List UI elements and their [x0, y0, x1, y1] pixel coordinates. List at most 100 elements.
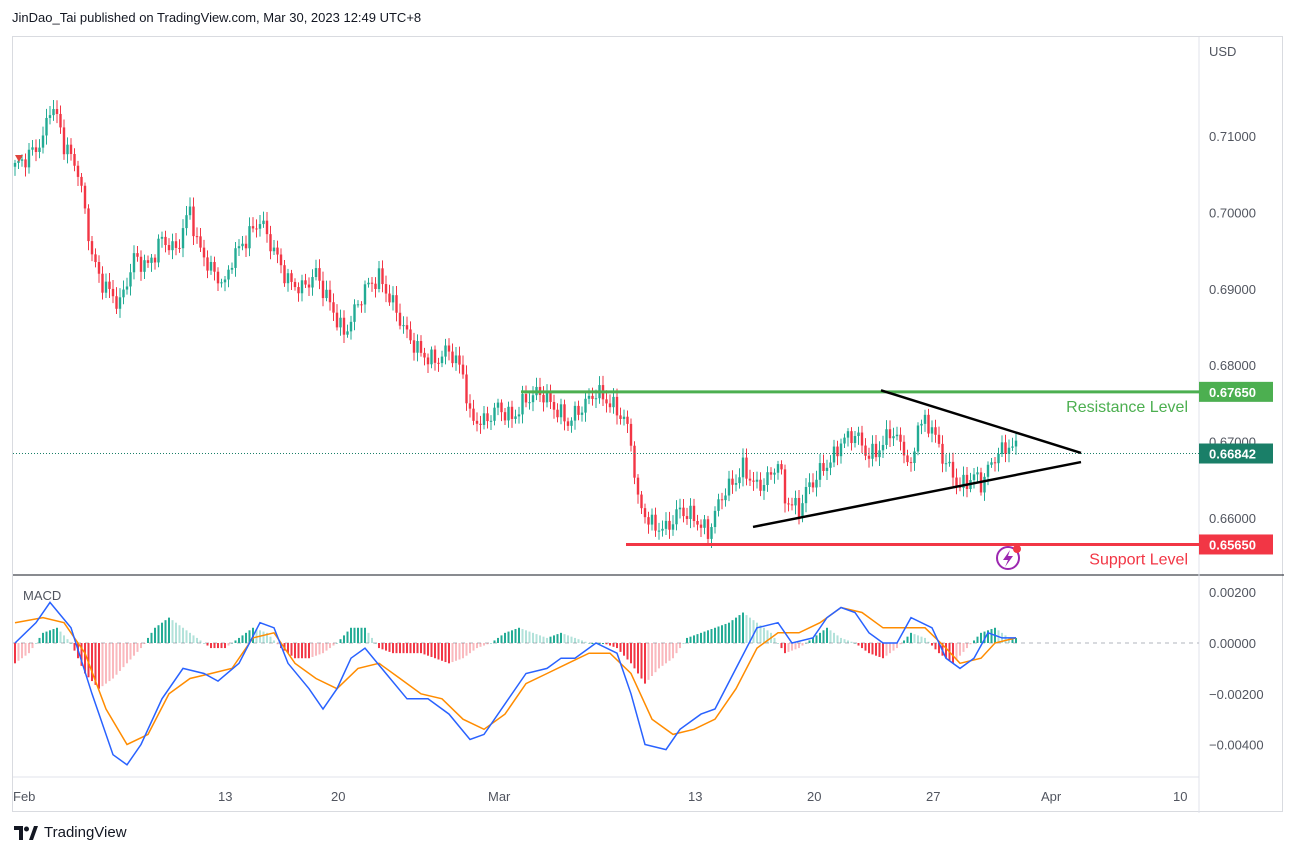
candle-body: [853, 436, 857, 444]
candle: [90, 235, 94, 262]
candle: [909, 457, 913, 472]
candle: [465, 365, 468, 411]
candle-body: [983, 476, 986, 493]
candle-body: [416, 341, 419, 353]
candle-body: [531, 395, 535, 403]
macd-histogram-bar: [539, 635, 541, 643]
time-axis[interactable]: Feb 13 20 Mar 13 20 27 Apr 10: [13, 789, 1187, 804]
candle-body: [521, 394, 524, 415]
macd-histogram-bar: [798, 643, 800, 649]
candle-body: [90, 241, 94, 255]
macd-tick-label: −0.00200: [1209, 687, 1264, 702]
candle: [566, 417, 570, 432]
candle-body: [776, 464, 780, 473]
candle: [66, 137, 69, 164]
macd-histogram-bar: [206, 643, 209, 646]
candle-body: [45, 117, 48, 136]
candle-body: [115, 296, 118, 309]
candle-body: [605, 399, 608, 404]
candle: [423, 347, 426, 366]
support-price-badge-bg: [1199, 534, 1273, 555]
candle-body: [678, 507, 682, 510]
candle-body: [720, 499, 724, 501]
macd-histogram-bar: [287, 643, 289, 654]
macd-histogram-bar: [532, 632, 534, 643]
chart-container[interactable]: Resistance Level Support Level USD 0.71000…: [12, 36, 1284, 813]
candle-body: [1007, 447, 1011, 454]
candle: [125, 277, 129, 295]
candle: [493, 402, 496, 426]
macd-histogram-bar: [686, 637, 688, 643]
candle-body: [248, 226, 251, 249]
candle-body: [773, 472, 776, 475]
macd-histogram-bar: [224, 643, 226, 649]
macd-tick-label: −0.00400: [1209, 738, 1264, 753]
macd-histogram-bar: [906, 636, 909, 643]
macd-histogram-bar: [213, 643, 216, 649]
macd-label: MACD: [23, 588, 61, 603]
upper-trendline: [880, 389, 1082, 455]
candle-body: [202, 247, 206, 258]
candle: [790, 497, 794, 511]
candle: [115, 287, 118, 314]
macd-histogram-bar: [266, 632, 268, 643]
macd-histogram-bar: [371, 637, 373, 643]
macd-histogram-bar: [451, 643, 454, 663]
candle: [206, 250, 209, 279]
macd-histogram-bar: [609, 643, 611, 646]
candle: [1007, 439, 1011, 463]
macd-histogram-bar: [255, 629, 258, 643]
candle: [815, 470, 818, 497]
candle-body: [976, 472, 979, 475]
candle-body: [321, 280, 325, 299]
candle-body: [934, 427, 937, 435]
candle: [377, 261, 381, 293]
macd-histogram-bar: [917, 635, 919, 643]
macd-histogram-bar: [112, 643, 114, 679]
candle: [174, 233, 178, 256]
candle-body: [755, 479, 759, 482]
candle-body: [454, 355, 458, 364]
candle-body: [444, 345, 447, 357]
candle: [846, 428, 850, 447]
price-pane: [13, 99, 1018, 549]
candle-body: [496, 402, 500, 408]
macd-histogram-bar: [196, 637, 198, 643]
candle: [517, 406, 521, 424]
macd-histogram-bar: [189, 632, 191, 643]
price-chart-svg[interactable]: Resistance Level Support Level USD 0.71000…: [13, 37, 1284, 813]
candle: [80, 173, 83, 193]
candle: [157, 234, 160, 268]
current-price-badge-bg: [1199, 443, 1273, 464]
candle: [717, 493, 720, 517]
macd-histogram-bar: [640, 643, 643, 679]
macd-histogram-bar: [241, 635, 244, 643]
macd-histogram-bar: [52, 629, 55, 643]
macd-histogram-bar: [339, 639, 342, 643]
candle: [577, 400, 580, 421]
candle: [972, 467, 976, 489]
candle-body: [745, 457, 748, 479]
candle: [342, 310, 346, 344]
candle: [556, 403, 559, 423]
macd-histogram-bar: [161, 622, 163, 643]
macd-histogram-bar: [1004, 635, 1007, 643]
candle: [804, 478, 808, 513]
candle-body: [122, 289, 125, 298]
candle: [948, 452, 951, 467]
candle: [87, 204, 90, 251]
candle-body: [318, 268, 321, 281]
candle-body: [479, 423, 482, 425]
macd-histogram-bar: [710, 629, 713, 643]
macd-histogram-bar: [444, 643, 447, 663]
macd-histogram-bar: [763, 627, 765, 643]
candle: [318, 259, 321, 290]
macd-line: [14, 601, 1016, 766]
candle: [181, 219, 185, 258]
price-axis[interactable]: USD0.710000.700000.690000.680000.670000.…: [1199, 44, 1273, 753]
candle: [139, 250, 143, 281]
candle: [839, 438, 843, 464]
macd-histogram-bar: [990, 629, 993, 643]
candle-body: [419, 341, 423, 353]
candle-body: [412, 340, 416, 353]
